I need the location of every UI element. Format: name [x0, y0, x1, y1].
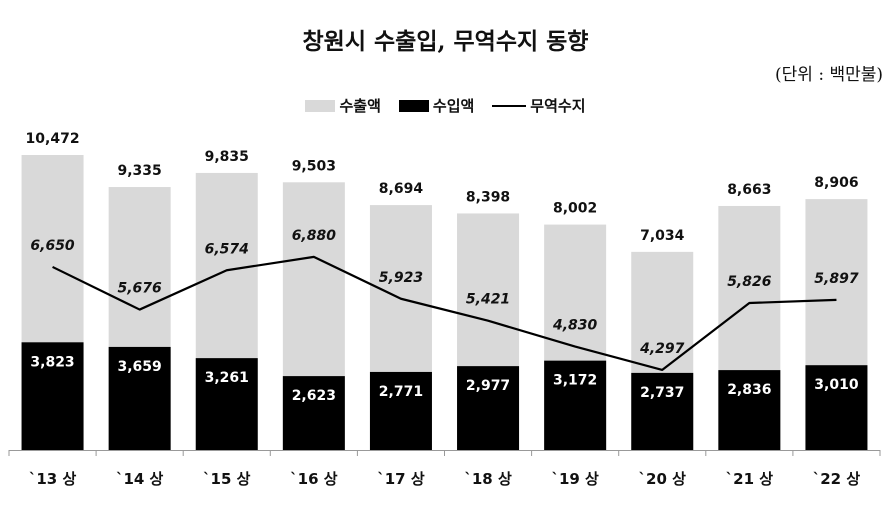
balance-value-label: 4,830 [552, 318, 598, 334]
balance-value-label: 6,574 [205, 241, 249, 257]
balance-value-label: 5,421 [466, 292, 510, 308]
import-value-label: 3,659 [118, 359, 162, 375]
import-bar [718, 370, 781, 450]
legend-label-imports: 수입액 [432, 97, 475, 115]
export-value-label: 9,503 [292, 158, 336, 174]
import-value-label: 2,977 [466, 378, 510, 394]
export-value-label: 8,398 [466, 189, 510, 205]
x-tick-label: `14 상 [116, 470, 164, 488]
import-bar [369, 371, 432, 450]
export-value-label: 9,335 [118, 163, 162, 179]
import-value-label: 3,172 [553, 373, 597, 389]
x-tick-label: `20 상 [639, 470, 687, 488]
import-value-label: 3,823 [30, 354, 74, 370]
import-bar [108, 346, 171, 450]
legend-item-imports: 수입액 [398, 95, 475, 116]
legend-swatch-imports [398, 99, 429, 112]
balance-value-label: 5,826 [727, 274, 772, 290]
balance-value-label: 5,897 [814, 271, 859, 287]
import-value-label: 2,737 [640, 385, 684, 401]
x-tick-label: `16 상 [290, 470, 338, 488]
x-tick-label: `19 상 [551, 470, 599, 488]
legend-item-balance: 무역수지 [492, 95, 586, 116]
import-value-label: 2,771 [379, 384, 423, 400]
import-value-label: 2,623 [292, 388, 336, 404]
import-value-label: 3,261 [205, 370, 249, 386]
balance-value-label: 6,650 [30, 238, 75, 254]
balance-value-label: 5,676 [118, 281, 163, 297]
export-value-label: 8,663 [727, 182, 771, 198]
balance-line [52, 255, 837, 372]
x-tick-label: `15 상 [203, 470, 251, 488]
import-bar [631, 372, 694, 450]
export-value-label: 8,002 [553, 201, 597, 217]
legend-swatch-exports [305, 99, 336, 112]
legend-label-balance: 무역수지 [530, 97, 586, 115]
balance-value-label: 4,297 [639, 341, 685, 357]
import-bar [195, 358, 258, 450]
x-tick-label: `18 상 [464, 470, 512, 488]
unit-label: (단위 : 백만불) [775, 65, 883, 85]
import-value-label: 2,836 [727, 382, 771, 398]
x-tick-label: `17 상 [377, 470, 425, 488]
x-tick-label: `13 상 [29, 470, 77, 488]
import-bar [21, 342, 84, 450]
balance-value-label: 6,880 [292, 228, 337, 244]
export-value-label: 10,472 [26, 131, 80, 147]
chart-title: 창원시 수출입, 무역수지 동향 [302, 28, 589, 55]
import-bar [457, 366, 520, 450]
balance-value-label: 5,923 [379, 270, 423, 286]
import-value-label: 3,010 [814, 377, 859, 393]
import-bar [544, 360, 607, 450]
export-value-label: 7,034 [640, 228, 685, 244]
export-value-label: 9,835 [205, 149, 249, 165]
import-bar [282, 376, 345, 450]
legend-swatch-balance [492, 104, 527, 107]
export-value-label: 8,694 [379, 181, 424, 197]
legend: 수출액 수입액 무역수지 [0, 95, 891, 116]
x-tick-label: `21 상 [726, 470, 774, 488]
legend-item-exports: 수출액 [305, 95, 381, 116]
x-tick-label: `22 상 [813, 470, 861, 488]
export-value-label: 8,906 [814, 175, 858, 191]
import-bar [805, 365, 868, 450]
legend-label-exports: 수출액 [339, 97, 381, 115]
